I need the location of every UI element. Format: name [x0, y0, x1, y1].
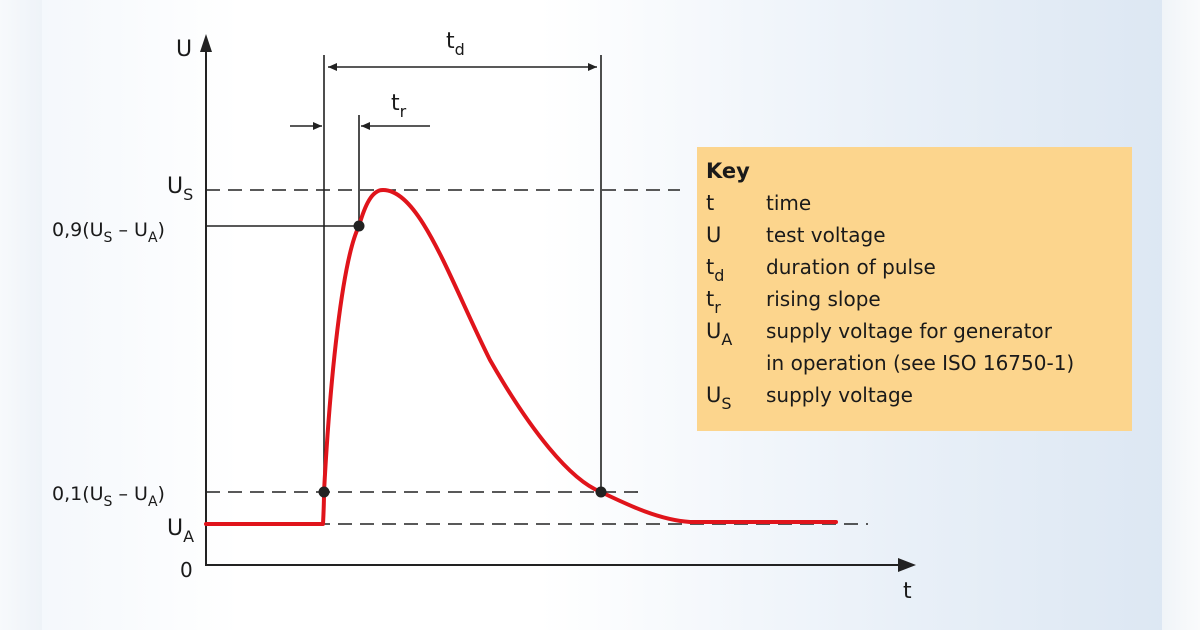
right-margin — [1162, 0, 1200, 630]
x-axis-arrowhead — [898, 558, 916, 572]
left-margin — [0, 0, 42, 630]
origin-label: 0 — [180, 558, 193, 582]
key-symbol: UA — [706, 319, 732, 349]
ten-percent-end-point — [595, 486, 607, 498]
key-description: test voltage — [766, 223, 886, 247]
key-description: supply voltage for generator — [766, 319, 1053, 343]
key-items: t time U test voltage td duration of pulse tr r… — [706, 191, 1074, 413]
ten-percent-label: 0,1(US – UA) — [52, 483, 165, 510]
key-item: in operation (see ISO 16750-1) — [766, 351, 1074, 375]
tr-label: tr — [391, 91, 407, 121]
key-box — [697, 147, 1132, 431]
x-axis-label: t — [903, 579, 912, 604]
ninety-percent-label: 0,9(US – UA) — [52, 219, 165, 246]
key-item: UA supply voltage for generator — [706, 319, 1053, 349]
td-label: td — [446, 29, 465, 59]
key-symbol: U — [706, 223, 721, 247]
ten-percent-start-point — [318, 486, 330, 498]
key-description: supply voltage — [766, 383, 913, 407]
key-symbol: t — [706, 191, 714, 215]
key-item: tr rising slope — [706, 287, 881, 317]
key-title: Key — [706, 159, 750, 183]
y-axis-label: U — [176, 37, 192, 62]
key-symbol: US — [706, 383, 732, 413]
ua-label: UA — [167, 516, 194, 546]
key-description: duration of pulse — [766, 255, 936, 279]
key-item: US supply voltage — [706, 383, 913, 413]
us-label: US — [167, 174, 193, 204]
key-description: time — [766, 191, 811, 215]
key-description: rising slope — [766, 287, 881, 311]
key-item: t time — [706, 191, 811, 215]
key-item: td duration of pulse — [706, 255, 936, 285]
ninety-percent-point — [353, 220, 365, 232]
key-symbol: tr — [706, 287, 721, 317]
key-description: in operation (see ISO 16750-1) — [766, 351, 1074, 375]
y-axis-arrowhead — [200, 34, 212, 52]
key-symbol: td — [706, 255, 724, 285]
